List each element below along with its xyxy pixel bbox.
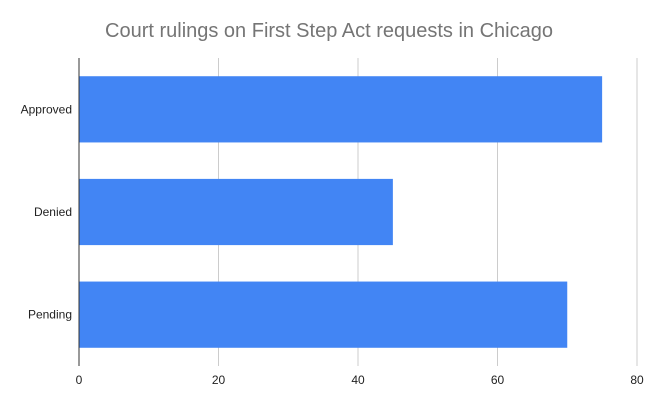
category-label: Approved xyxy=(21,102,72,116)
x-tick-label: 80 xyxy=(630,373,644,387)
category-label: Pending xyxy=(28,308,72,322)
labels: 0 20 40 60 80 Approved Denied Pending xyxy=(21,102,644,387)
x-tick-label: 20 xyxy=(212,373,226,387)
x-tick-label: 60 xyxy=(491,373,505,387)
bars xyxy=(79,76,603,348)
bar-approved xyxy=(79,76,603,143)
x-tick-label: 0 xyxy=(76,373,83,387)
x-tick-label: 40 xyxy=(351,373,365,387)
chart-title: Court rulings on First Step Act requests… xyxy=(105,20,553,42)
category-label: Denied xyxy=(34,205,72,219)
bar-pending xyxy=(79,281,568,348)
bar-denied xyxy=(79,178,393,246)
